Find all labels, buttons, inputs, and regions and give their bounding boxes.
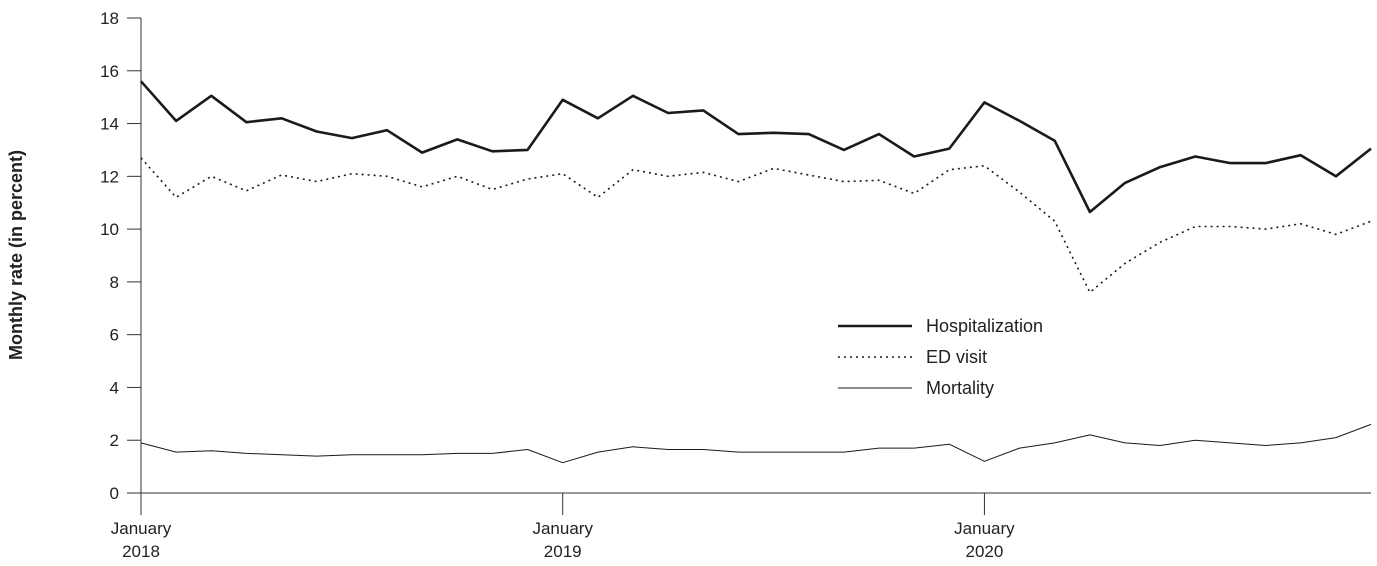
y-tick-label: 12 (100, 167, 119, 186)
x-tick-label: 2020 (966, 542, 1004, 561)
x-axis: January 2018 January 2019 January 2020 (111, 492, 1371, 561)
x-tick-label: January (111, 519, 172, 538)
legend-label: ED visit (926, 347, 987, 367)
x-tick-label: 2018 (122, 542, 160, 561)
y-axis-label: Monthly rate (in percent) (6, 150, 26, 360)
y-tick-label: 14 (100, 115, 119, 134)
y-tick-label: 2 (110, 431, 119, 450)
y-tick-label: 6 (110, 326, 119, 345)
legend-label: Mortality (926, 378, 994, 398)
y-tick-label: 16 (100, 62, 119, 81)
series-line-hospitalization (140, 80, 1372, 214)
y-tick-label: 8 (110, 273, 119, 292)
series-line-mortality (140, 423, 1372, 464)
x-tick-label: 2019 (544, 542, 582, 561)
series-line-ed-visit (140, 157, 1372, 294)
y-axis: 0 2 4 6 8 10 12 14 16 18 (100, 9, 142, 503)
y-tick-label: 10 (100, 220, 119, 239)
legend-label: Hospitalization (926, 316, 1043, 336)
y-tick-label: 4 (110, 378, 119, 397)
series-lines (140, 80, 1372, 464)
y-tick-label: 18 (100, 9, 119, 28)
legend: Hospitalization ED visit Mortality (838, 316, 1043, 398)
y-tick-label: 0 (110, 484, 119, 503)
x-tick-label: January (532, 519, 593, 538)
x-tick-label: January (954, 519, 1015, 538)
